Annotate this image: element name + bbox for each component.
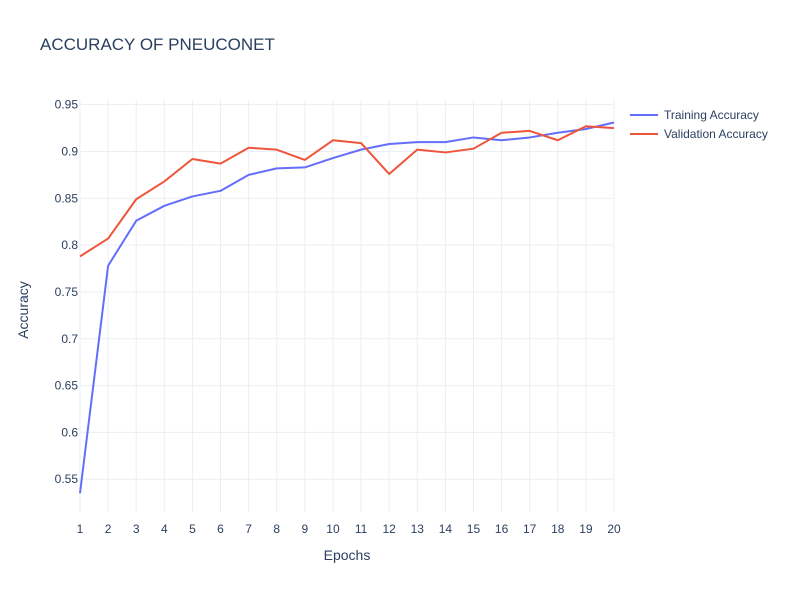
y-tick-label: 0.55 <box>55 472 79 486</box>
series-line-validation-accuracy <box>79 125 615 258</box>
x-tick-label: 18 <box>551 522 565 536</box>
y-tick-label: 0.95 <box>55 98 79 112</box>
x-tick-label: 19 <box>579 522 593 536</box>
y-tick-label: 0.6 <box>61 425 78 439</box>
y-tick-labels: 0.55 0.6 0.65 0.7 0.75 0.8 0.85 0.9 0.95 <box>55 98 79 487</box>
legend-item[interactable]: Training Accuracy <box>630 108 759 122</box>
x-tick-label: 16 <box>495 522 509 536</box>
series-line-training-accuracy <box>79 121 615 494</box>
y-tick-label: 0.8 <box>61 238 78 252</box>
y-tick-label: 0.65 <box>55 379 79 393</box>
x-tick-label: 3 <box>133 522 140 536</box>
y-tick-label: 0.9 <box>61 145 78 159</box>
x-tick-label: 12 <box>382 522 396 536</box>
x-tick-label: 4 <box>161 522 168 536</box>
legend[interactable]: Training Accuracy Validation Accuracy <box>630 108 768 141</box>
y-tick-label: 0.75 <box>55 285 79 299</box>
x-tick-label: 15 <box>467 522 481 536</box>
x-tick-label: 2 <box>105 522 112 536</box>
x-tick-label: 8 <box>273 522 280 536</box>
x-tick-label: 6 <box>217 522 224 536</box>
x-tick-label: 20 <box>607 522 621 536</box>
x-tick-label: 11 <box>355 522 368 536</box>
y-tick-label: 0.7 <box>61 332 78 346</box>
y-axis-title: Accuracy <box>15 281 31 339</box>
legend-label: Validation Accuracy <box>664 127 768 141</box>
legend-item[interactable]: Validation Accuracy <box>630 127 768 141</box>
x-tick-label: 14 <box>439 522 453 536</box>
grid-layer <box>79 100 615 512</box>
x-tick-label: 10 <box>326 522 340 536</box>
x-tick-label: 13 <box>411 522 425 536</box>
x-tick-label: 17 <box>523 522 537 536</box>
chart-title: ACCURACY OF PNEUCONET <box>40 35 275 54</box>
x-tick-label: 5 <box>189 522 196 536</box>
y-tick-label: 0.85 <box>55 191 79 205</box>
x-tick-label: 9 <box>301 522 308 536</box>
x-axis-title: Epochs <box>324 547 371 563</box>
x-tick-label: 1 <box>77 522 84 536</box>
legend-label: Training Accuracy <box>664 108 759 122</box>
series-layer <box>79 121 615 494</box>
x-tick-label: 7 <box>245 522 252 536</box>
x-tick-labels: 1 2 3 4 5 6 7 8 9 10 11 12 13 14 15 16 17 18 19 20 <box>77 522 621 536</box>
